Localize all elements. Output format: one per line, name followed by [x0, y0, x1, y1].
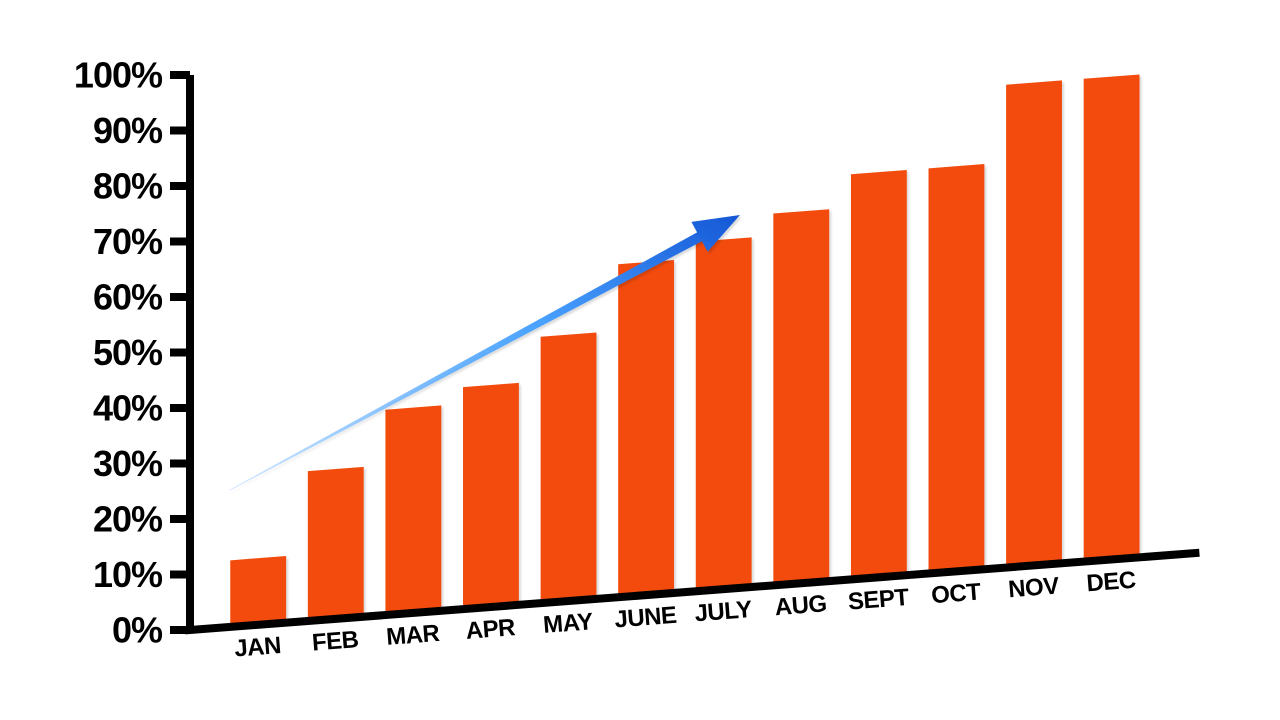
bar	[851, 170, 907, 579]
x-tick-label: AUG	[774, 590, 828, 621]
bar	[618, 260, 674, 597]
bar	[929, 164, 985, 573]
x-tick-label: JULY	[694, 596, 754, 627]
bars	[230, 74, 1139, 626]
x-tick-label: MAY	[542, 608, 594, 639]
x-tick-label: JUNE	[614, 602, 678, 634]
x-tick-label: FEB	[311, 626, 360, 656]
y-axis-ticks: 0% 10% 20% 30% 40% 50% 60% 70% 80% 90% 100%	[74, 55, 190, 651]
bar	[541, 332, 597, 603]
x-tick-label: SEPT	[847, 584, 910, 616]
x-tick-label: MAR	[385, 620, 440, 651]
x-tick-label: DEC	[1085, 567, 1136, 598]
y-tick-label: 80%	[93, 166, 163, 207]
bar	[773, 209, 829, 585]
y-tick-label: 40%	[93, 388, 163, 429]
bar	[1006, 80, 1062, 567]
bar	[1084, 74, 1140, 561]
bar	[308, 467, 364, 621]
x-tick-label: JAN	[233, 632, 281, 662]
bar	[385, 405, 441, 615]
x-tick-label: APR	[465, 614, 516, 645]
monthly-bar-chart: 0% 10% 20% 30% 40% 50% 60% 70% 80% 90% 100% JAN FEB M…	[0, 0, 1280, 720]
y-tick-label: 70%	[93, 221, 163, 262]
y-tick-label: 100%	[74, 55, 163, 96]
y-tick-label: 30%	[93, 443, 163, 484]
y-tick-label: 90%	[93, 110, 163, 151]
bar	[463, 383, 519, 609]
y-tick-label: 60%	[93, 277, 163, 318]
x-tick-label: OCT	[930, 578, 982, 609]
x-tick-label: NOV	[1007, 573, 1060, 604]
y-tick-label: 0%	[112, 610, 163, 651]
y-tick-label: 50%	[93, 332, 163, 373]
bar	[230, 556, 286, 627]
y-tick-label: 10%	[93, 554, 163, 595]
bar	[696, 237, 752, 591]
y-tick-label: 20%	[93, 499, 163, 540]
